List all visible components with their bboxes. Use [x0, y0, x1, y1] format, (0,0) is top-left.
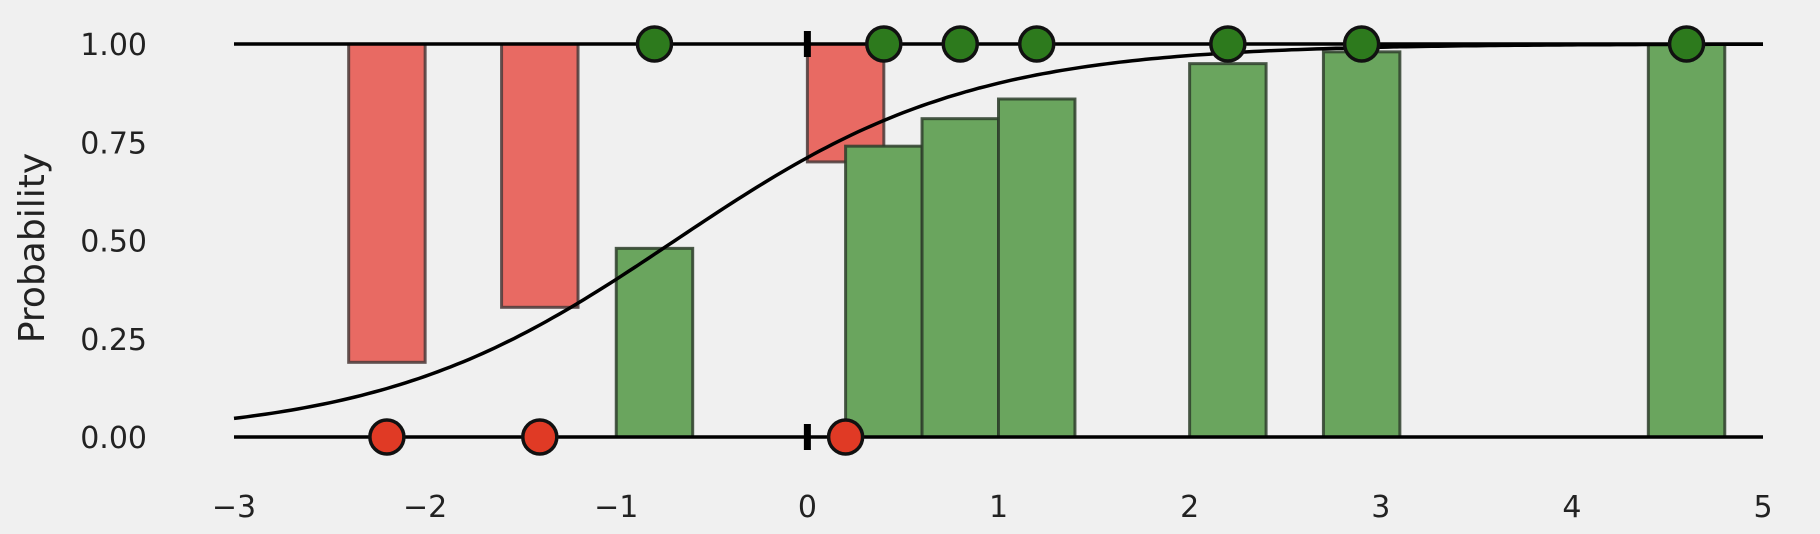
- negative-bar-2: [805, 42, 886, 164]
- x-tick-label: −3: [212, 490, 256, 525]
- bars-layer: [347, 42, 1727, 439]
- x-tick-label: −1: [594, 490, 638, 525]
- x-tick-label: 3: [1371, 490, 1390, 525]
- x-tick-label: 0: [798, 490, 817, 525]
- positive-bar-0: [614, 246, 695, 439]
- points-layer: [368, 25, 1706, 456]
- x-tick-label: 2: [1180, 490, 1199, 525]
- positive-point-2: [941, 25, 980, 63]
- y-tick-label: 0.75: [80, 126, 147, 161]
- y-tick-label: 0.25: [80, 323, 147, 358]
- negative-bar-0: [347, 42, 427, 364]
- negative-point-1: [521, 418, 559, 456]
- positive-bar-2: [920, 117, 1000, 439]
- positive-point-4: [1209, 25, 1247, 63]
- y-tick-label: 1.00: [80, 28, 147, 63]
- positive-bar-5: [1321, 50, 1402, 439]
- positive-point-1: [865, 25, 903, 63]
- positive-point-3: [1017, 25, 1056, 63]
- positive-point-6: [1667, 25, 1706, 63]
- x-tick-label: 4: [1562, 490, 1581, 525]
- positive-bar-1: [844, 144, 924, 439]
- ticks-layer: −3 −2 −1 0 1 2 3 4 5 0.00 0.25 0.50 0.75 1.00: [80, 28, 1772, 525]
- x-tick-label: 1: [989, 490, 1008, 525]
- y-tick-label: 0.00: [80, 421, 147, 456]
- curve-layer: [233, 42, 1764, 421]
- positive-bar-6: [1646, 42, 1727, 439]
- negative-point-0: [368, 418, 406, 456]
- positive-point-0: [635, 25, 674, 63]
- y-axis-title: Probability: [12, 153, 53, 343]
- logistic-curve: [233, 42, 1764, 421]
- negative-point-2: [826, 418, 865, 456]
- positive-point-5: [1342, 25, 1381, 63]
- y-tick-label: 0.50: [80, 225, 147, 260]
- positive-bar-3: [997, 97, 1077, 439]
- x-tick-label: −2: [403, 490, 447, 525]
- x-tick-label: 5: [1753, 490, 1772, 525]
- positive-bar-4: [1188, 62, 1268, 439]
- negative-bar-1: [500, 42, 580, 309]
